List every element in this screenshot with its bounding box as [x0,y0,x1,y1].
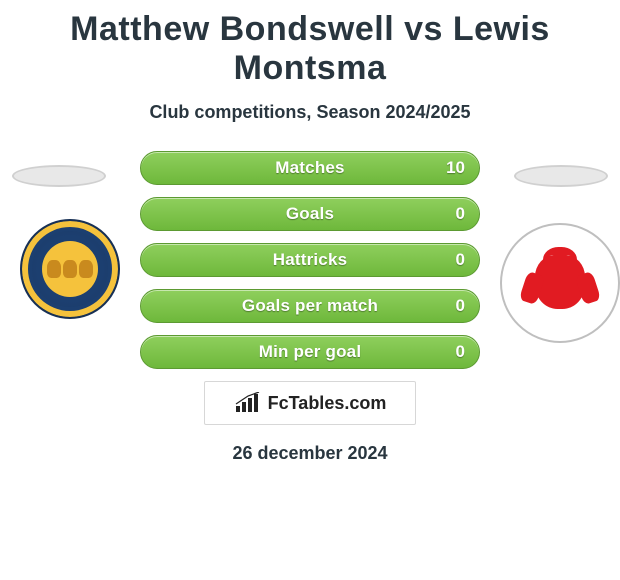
bar-chart-icon [234,392,262,414]
imp-icon [525,243,595,323]
stat-value-right: 0 [456,204,465,224]
stat-pill-min-per-goal: Min per goal 0 [140,335,480,369]
watermark-text: FcTables.com [268,393,387,414]
lion-icon [47,260,61,278]
stat-pill-goals: Goals 0 [140,197,480,231]
stat-label: Goals per match [242,296,378,316]
lion-icon [79,260,93,278]
avatar-placeholder-right [514,165,608,187]
crest-left-inner [42,241,98,297]
avatar-placeholder-left [12,165,106,187]
stat-pill-goals-per-match: Goals per match 0 [140,289,480,323]
stat-value-right: 0 [456,296,465,316]
stat-pill-matches: Matches 10 [140,151,480,185]
club-crest-left [20,219,120,319]
stat-label: Matches [275,158,344,178]
page-title: Matthew Bondswell vs Lewis Montsma [0,0,620,88]
comparison-stage: Matches 10 Goals 0 Hattricks 0 Goals per… [0,151,620,464]
stat-value-right: 0 [456,250,465,270]
club-crest-right [500,223,620,343]
lion-icon [63,260,77,278]
stat-pill-list: Matches 10 Goals 0 Hattricks 0 Goals per… [140,151,480,369]
stat-label: Hattricks [273,250,348,270]
stat-pill-hattricks: Hattricks 0 [140,243,480,277]
watermark[interactable]: FcTables.com [204,381,416,425]
subtitle: Club competitions, Season 2024/2025 [0,102,620,123]
stat-label: Goals [286,204,334,224]
stat-value-right: 10 [446,158,465,178]
stat-label: Min per goal [259,342,362,362]
stat-value-right: 0 [456,342,465,362]
date-line: 26 december 2024 [0,443,620,464]
